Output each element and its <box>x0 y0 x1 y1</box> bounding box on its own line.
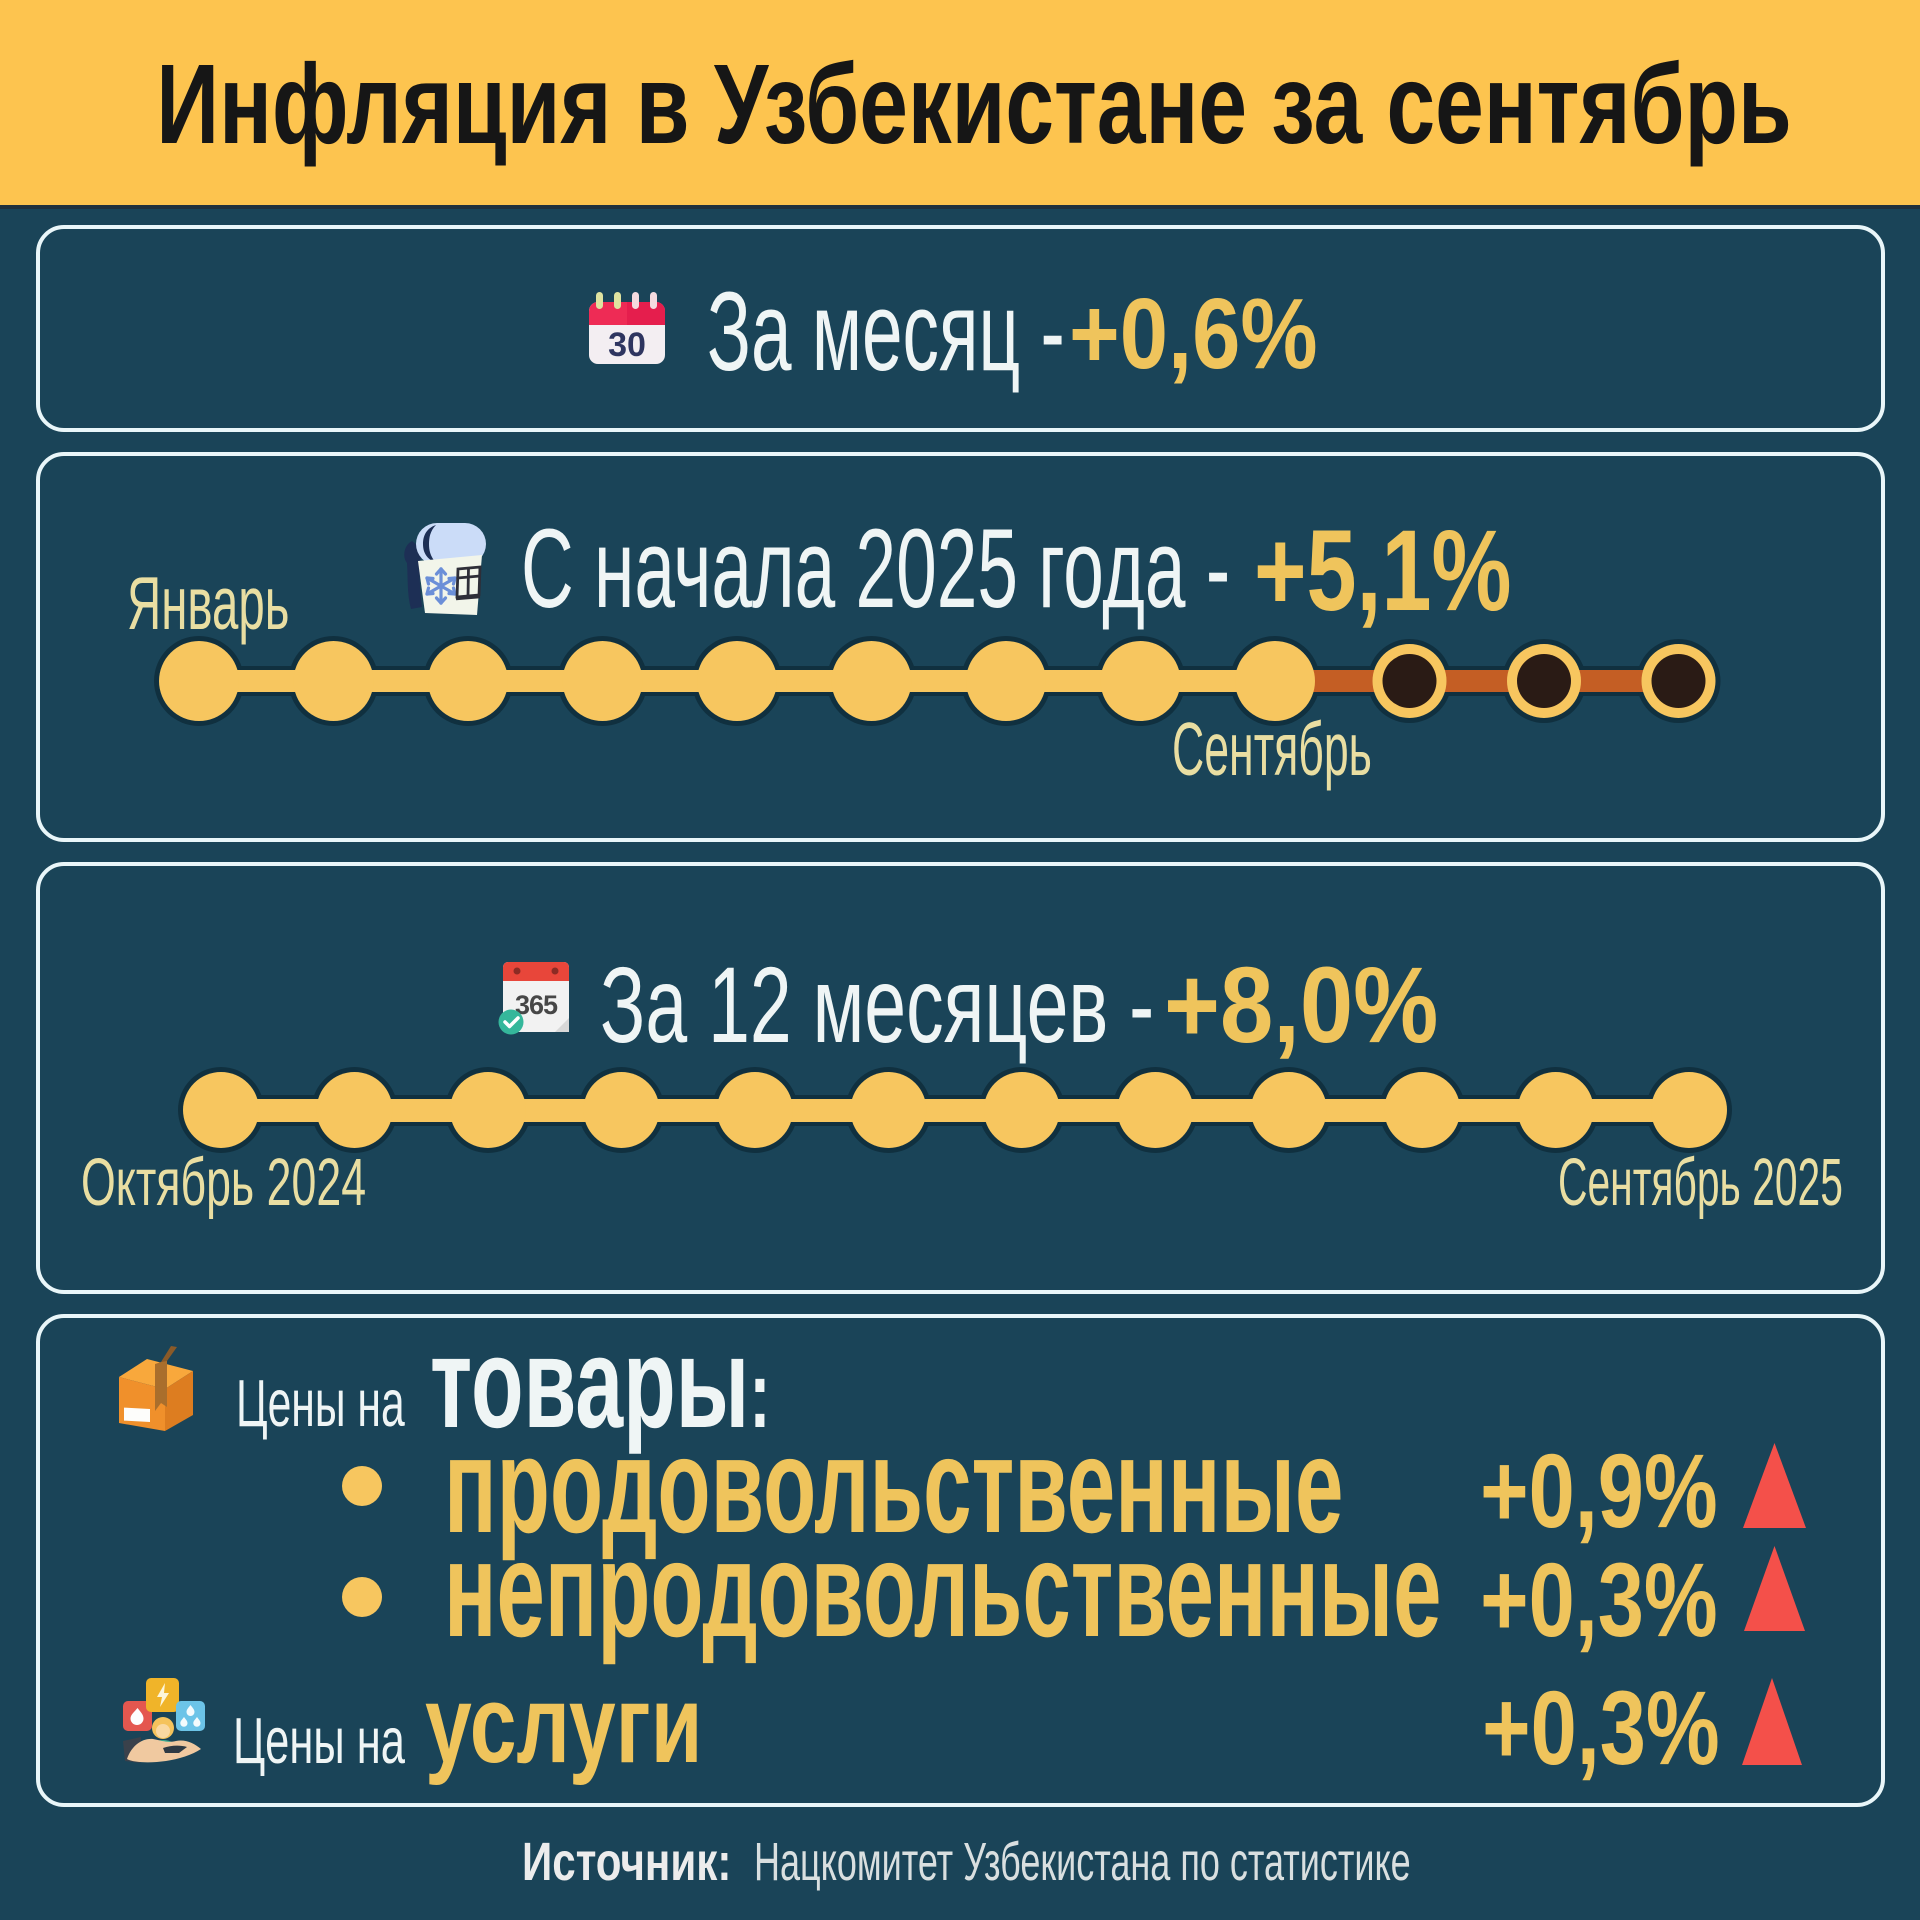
svg-text:365: 365 <box>515 990 558 1020</box>
svg-text:30: 30 <box>608 326 646 364</box>
